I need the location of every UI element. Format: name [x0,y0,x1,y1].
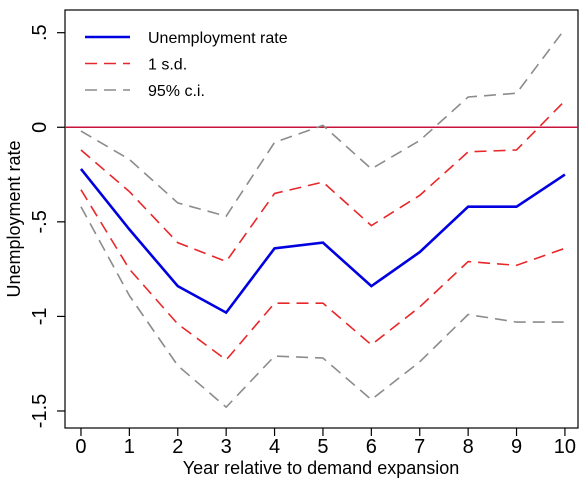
x-tick-label: 8 [463,436,474,458]
x-tick-label: 4 [269,436,280,458]
plot-frame [64,9,579,429]
x-tick-label: 6 [366,436,377,458]
x-tick-label: 0 [75,436,86,458]
series-line [79,168,566,315]
legend-label: 95% c.i. [148,83,205,100]
x-tick-label: 7 [414,436,425,458]
y-tick-label: .5 [29,24,51,41]
legend-label: Unemployment rate [148,30,288,47]
y-tick-label: -.5 [29,210,51,233]
x-tick-label: 5 [317,436,328,458]
x-tick-label: 1 [124,436,135,458]
x-tick-label: 9 [511,436,522,458]
series-line [80,206,565,409]
y-tick-label: 0 [29,122,51,133]
series-line [80,189,566,361]
x-tick-label: 10 [554,436,576,458]
x-axis-label: Year relative to demand expansion [183,458,460,478]
y-tick-label: -1 [29,308,51,326]
x-tick-label: 2 [172,436,183,458]
y-axis-label: Unemployment rate [4,140,24,297]
x-tick-label: 3 [221,436,232,458]
y-tick-label: -1.5 [29,394,51,428]
series-line [80,28,566,218]
series-line [80,100,566,263]
legend-label: 1 s.d. [148,57,187,74]
